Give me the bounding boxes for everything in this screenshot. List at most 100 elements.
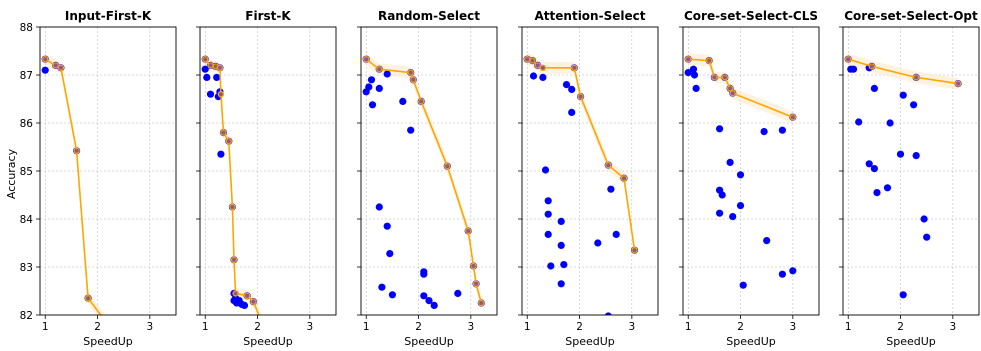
data-point xyxy=(544,197,552,205)
data-point xyxy=(607,185,615,193)
data-point xyxy=(547,262,555,270)
frontier-point xyxy=(376,65,383,73)
frontier-band xyxy=(848,53,959,90)
plot-area xyxy=(523,53,639,315)
frontier-point xyxy=(845,56,852,63)
data-point xyxy=(912,152,920,160)
x-tick-label: 1 xyxy=(845,321,852,333)
data-point xyxy=(206,90,215,98)
frontier-point xyxy=(73,147,80,154)
data-point xyxy=(365,83,373,91)
data-point xyxy=(544,210,552,218)
panels: 1 2 3 82 83 84 85 86 87 88 Input-First-K SpeedUp 1 2 3… xyxy=(20,9,980,348)
frontier-point xyxy=(410,76,417,84)
data-point xyxy=(383,70,391,78)
frontier-point xyxy=(470,262,477,270)
x-tick-label: 3 xyxy=(307,321,314,333)
data-point xyxy=(388,291,396,299)
data-point xyxy=(594,239,602,247)
frontier-point xyxy=(465,227,472,235)
frontier-point xyxy=(726,85,734,92)
data-point xyxy=(726,158,734,166)
frontier-point xyxy=(444,162,451,170)
data-point xyxy=(562,81,571,89)
data-point xyxy=(690,71,699,79)
data-point xyxy=(420,292,428,300)
data-point xyxy=(778,126,787,134)
frontier-line xyxy=(365,58,483,304)
panel-title: Attention-Select xyxy=(535,9,646,23)
data-point xyxy=(870,84,879,92)
panel-title: Core-set-Select-CLS xyxy=(684,9,818,23)
x-tick-label: 1 xyxy=(685,321,692,333)
data-point xyxy=(789,267,797,275)
frontier-point xyxy=(363,56,370,63)
panel-title: First-K xyxy=(245,9,291,23)
x-axis-label: SpeedUp xyxy=(83,335,133,348)
plot-area xyxy=(684,53,797,289)
frontier-band xyxy=(45,53,106,315)
frontier-point xyxy=(868,63,876,70)
frontier-point xyxy=(84,295,92,302)
frontier-line xyxy=(847,58,959,85)
frontier-point xyxy=(685,56,692,63)
frontier-line xyxy=(44,58,102,315)
data-point xyxy=(213,73,221,81)
data-point xyxy=(716,125,724,133)
frontier-point xyxy=(42,56,49,63)
y-tick-label: 82 xyxy=(20,310,33,322)
plot-area xyxy=(844,53,962,299)
frontier-point xyxy=(207,62,214,69)
data-point xyxy=(557,217,565,225)
panel-2: 1 2 3 Random-Select SpeedUp xyxy=(357,9,498,348)
frontier-band xyxy=(366,53,482,309)
data-point xyxy=(201,65,209,73)
frontier-point xyxy=(216,64,224,72)
panel-title: Core-set-Select-Opt xyxy=(844,9,978,23)
y-axis-label-group: Accuracy xyxy=(5,148,18,199)
x-tick-label: 2 xyxy=(897,321,904,333)
data-point xyxy=(544,230,552,238)
frontier-point xyxy=(232,290,239,297)
y-tick-label: 86 xyxy=(20,118,34,130)
frontier-point xyxy=(250,298,257,305)
x-tick-label: 2 xyxy=(254,321,261,333)
data-point xyxy=(896,150,905,158)
frontier-band xyxy=(688,53,793,123)
x-tick-label: 1 xyxy=(202,321,209,333)
data-point xyxy=(232,294,240,302)
frontier-point xyxy=(954,80,962,87)
y-tick-label: 85 xyxy=(20,166,33,178)
frontier-point xyxy=(225,137,232,145)
data-point xyxy=(375,203,383,211)
data-point xyxy=(407,126,415,134)
panel-5: 1 2 3 Core-set-Select-Opt SpeedUp xyxy=(839,9,980,348)
data-point xyxy=(454,289,462,297)
frontier-point xyxy=(721,74,729,81)
data-point xyxy=(238,300,246,308)
x-tick-label: 2 xyxy=(737,321,744,333)
x-axis-label: SpeedUp xyxy=(243,335,293,348)
plot-area xyxy=(201,53,262,315)
frontier-point xyxy=(620,174,628,182)
data-point xyxy=(425,297,433,305)
data-point xyxy=(378,283,386,291)
panel-3: 1 2 3 Attention-Select SpeedUp xyxy=(518,9,659,348)
data-point xyxy=(760,128,768,136)
data-point xyxy=(375,84,383,92)
y-axis-label: Accuracy xyxy=(5,148,18,199)
frontier-point xyxy=(729,89,736,97)
data-point xyxy=(778,270,787,278)
data-point xyxy=(399,97,407,105)
frontier-point xyxy=(220,129,227,136)
data-point xyxy=(383,222,391,230)
frontier-point xyxy=(605,161,612,169)
frontier-point xyxy=(789,113,797,121)
plot-area xyxy=(41,53,106,315)
x-tick-label: 3 xyxy=(468,321,475,333)
data-point xyxy=(923,233,931,241)
frontier-point xyxy=(534,62,541,69)
x-axis-label: SpeedUp xyxy=(726,335,776,348)
data-point xyxy=(557,241,565,249)
